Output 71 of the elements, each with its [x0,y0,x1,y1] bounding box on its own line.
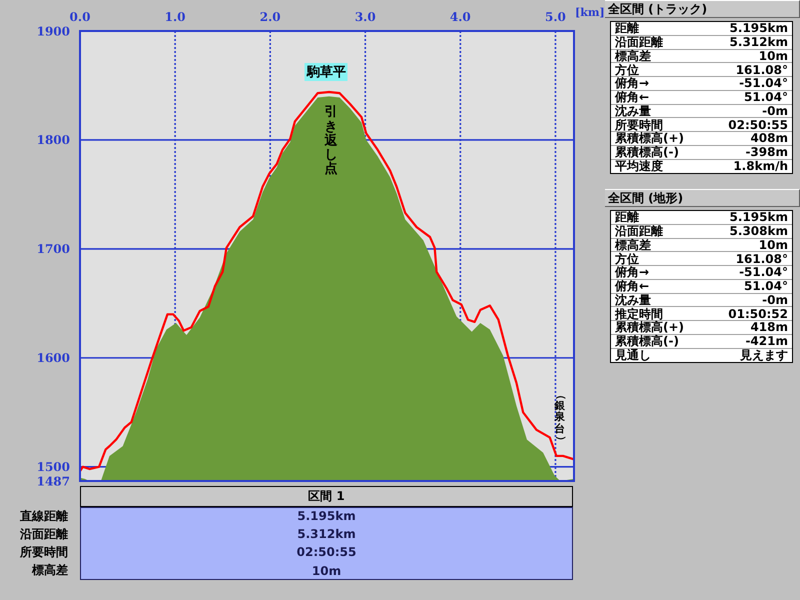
text: 02:50:55 [296,545,356,560]
text: 5.312km [730,35,788,50]
text: 累積標高(-) [615,334,679,348]
y-tick-label: 1500 [36,460,70,474]
text: 01:50:52 [728,306,788,321]
x-tick-label: 1.0 [164,10,186,24]
annotation: （銀泉台） [554,389,567,447]
x-tick-label: 0.0 [70,10,90,24]
text: 俯角→ [615,265,650,280]
text: 161.08° [736,252,788,266]
text: 累積標高(-) [615,145,679,160]
x-tick-label: 3.0 [354,10,376,24]
text: 沈み量 [615,104,651,118]
text: 沿面距離 [615,224,663,238]
text: 直線距離 [20,508,68,525]
text: 見通し [615,348,651,362]
text: 全区間 (トラック) [608,0,708,18]
text: 5.195km [297,509,356,524]
text: 51.04° [744,90,788,104]
text: -398m [745,145,788,160]
text: 408m [750,131,788,146]
text: 5.195km [730,21,788,36]
text: 俯角← [615,279,650,294]
text: 方位 [615,62,639,77]
text: 全区間 (地形) [608,190,684,206]
text: 02:50:55 [728,118,788,132]
text: 見えます [740,348,788,362]
text: -0m [762,292,788,307]
annotation: 駒草平 [306,65,346,80]
text: 距離 [615,21,639,36]
y-tick-label: 1700 [36,242,70,256]
text: 418m [750,320,788,334]
annotation: 引き返し点 [324,104,338,177]
y-tick-label: 1487 [36,474,70,488]
text: 平均速度 [615,159,663,174]
text: 10m [312,564,342,578]
text: 所要時間 [20,544,68,561]
x-axis-title: [km] [575,6,605,19]
x-tick-label: 4.0 [450,10,471,24]
y-tick-label: 1800 [36,133,70,148]
text: 沈み量 [615,292,651,307]
x-tick-label: 5.0 [545,10,566,24]
text: 距離 [615,210,639,224]
text: 5.195km [730,210,788,224]
text: 161.08° [736,62,788,77]
text: -51.04° [739,265,788,280]
y-tick-label: 1600 [36,351,70,366]
text: 俯角← [615,90,650,104]
text: 俯角→ [615,76,650,90]
text: 10m [758,48,788,63]
text: 沿面距離 [20,526,68,543]
text: 5.308km [730,224,788,238]
text: 1.8km/h [733,159,788,174]
text: 標高差 [615,238,651,252]
text: 10m [758,238,788,252]
text: 累積標高(+) [615,320,684,334]
text: -51.04° [739,76,788,90]
text: 標高差 [32,562,68,580]
text: 所要時間 [615,118,663,132]
text: 推定時間 [615,306,663,321]
text: -421m [745,334,788,348]
text: -0m [762,104,788,118]
x-tick-label: 2.0 [260,10,281,24]
text: 沿面距離 [615,35,663,50]
text: 区間 1 [308,488,345,505]
text: 標高差 [615,48,651,63]
y-tick-label: 1900 [36,24,70,38]
text: 方位 [615,252,639,266]
text: 5.312km [297,527,356,542]
text: 51.04° [744,279,788,294]
text: 累積標高(+) [615,131,684,146]
